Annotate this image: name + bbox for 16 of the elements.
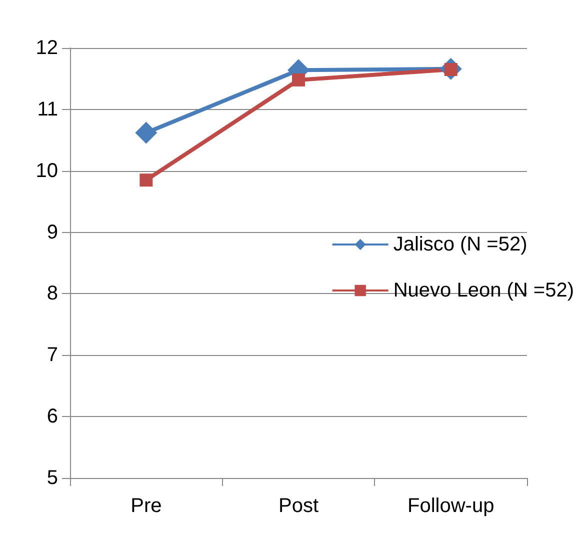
point xyxy=(292,73,305,86)
y-tick-label: 9 xyxy=(46,221,58,244)
y-tick-label: 5 xyxy=(46,467,58,489)
y-tick-label: 10 xyxy=(36,160,58,182)
y-tick-label: 7 xyxy=(46,344,58,366)
y-tick-label: 8 xyxy=(46,282,58,305)
point xyxy=(140,174,153,187)
y-tick-label: 12 xyxy=(36,37,58,59)
legend-label: Jalisco (N =52) xyxy=(393,234,528,256)
point xyxy=(135,122,158,144)
x-tick-label: Pre xyxy=(130,495,162,517)
x-tick-label: Follow-up xyxy=(407,495,494,517)
legend-label: Nuevo Leon (N =52) xyxy=(393,280,574,302)
y-tick-label: 11 xyxy=(37,98,58,120)
y-tick-label: 6 xyxy=(46,406,58,428)
x-tick-label: Post xyxy=(278,495,319,517)
